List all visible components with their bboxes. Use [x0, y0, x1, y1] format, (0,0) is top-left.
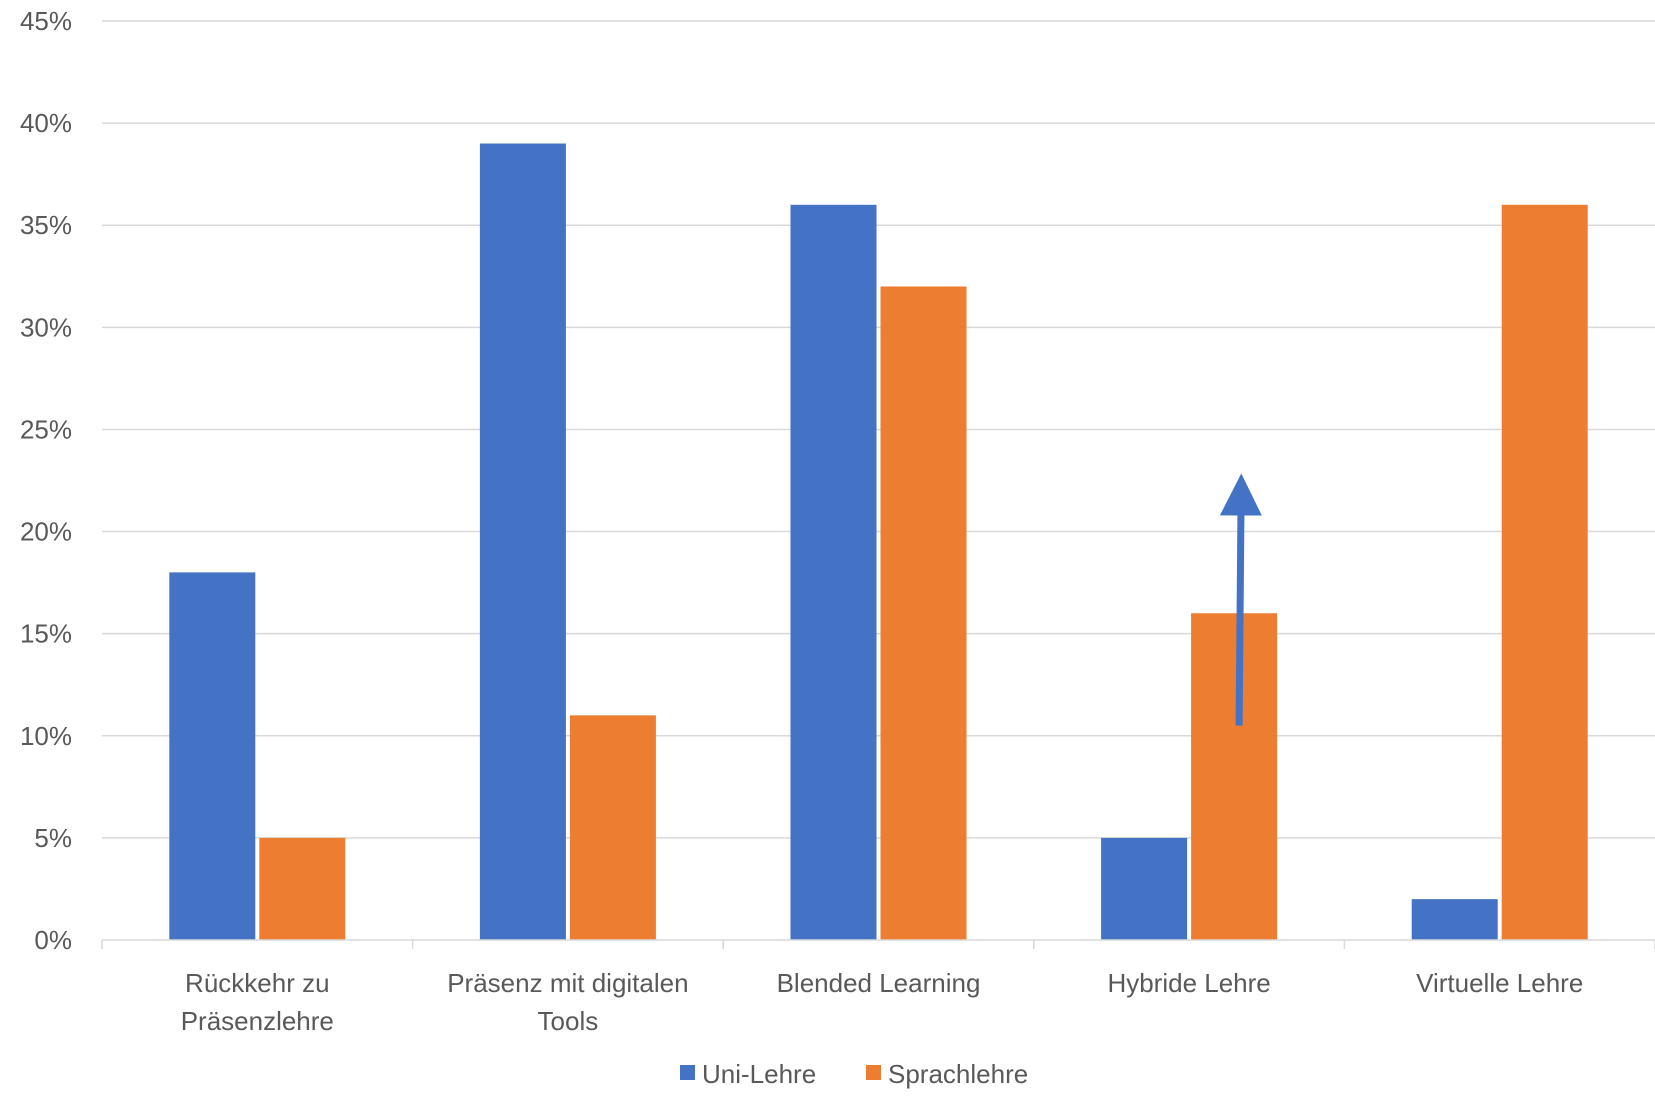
- legend-label: Uni-Lehre: [702, 1059, 816, 1089]
- y-tick-label: 35%: [20, 210, 72, 240]
- annotations: [1219, 473, 1262, 726]
- bar-uni-lehre-3: [1101, 837, 1188, 940]
- bar-sprachlehre-4: [1501, 204, 1588, 941]
- bar-uni-lehre-1: [479, 143, 566, 941]
- y-tick-label: 30%: [20, 312, 72, 342]
- legend: Uni-Lehre Sprachlehre: [680, 1059, 1028, 1089]
- x-tick-label: Hybride Lehre: [1107, 968, 1270, 998]
- bar-sprachlehre-0: [259, 837, 346, 940]
- y-tick-label: 20%: [20, 517, 72, 547]
- bar-sprachlehre-3: [1191, 613, 1278, 940]
- annotation-arrow: [1219, 473, 1262, 726]
- gridlines: [102, 20, 1655, 839]
- x-tick-label: Blended Learning: [777, 968, 981, 998]
- y-tick-label: 25%: [20, 414, 72, 444]
- legend-label: Sprachlehre: [888, 1059, 1028, 1089]
- x-tick-label: Tools: [538, 1006, 599, 1036]
- bar-uni-lehre-4: [1411, 899, 1498, 940]
- bars: [169, 143, 1588, 941]
- x-tick-label: Rückkehr zu: [185, 968, 330, 998]
- x-tick-label: Präsenzlehre: [181, 1006, 334, 1036]
- bar-uni-lehre-2: [790, 204, 877, 941]
- x-tick-label: Präsenz mit digitalen: [447, 968, 688, 998]
- y-tick-label: 10%: [20, 721, 72, 751]
- bar-sprachlehre-2: [880, 286, 967, 940]
- y-tick-label: 40%: [20, 108, 72, 138]
- legend-swatch-sprachlehre: [866, 1065, 881, 1080]
- y-tick-label: 0%: [34, 925, 72, 955]
- bar-uni-lehre-0: [169, 572, 256, 940]
- x-axis: [101, 939, 1655, 949]
- y-axis-tick-labels: 0% 5% 10% 15% 20% 25% 30% 35% 40% 45%: [20, 6, 72, 955]
- x-axis-tick-labels: Rückkehr zu Präsenzlehre Präsenz mit digit…: [181, 968, 1584, 1036]
- x-tick-label: Virtuelle Lehre: [1416, 968, 1583, 998]
- bar-sprachlehre-1: [569, 715, 656, 940]
- y-tick-label: 5%: [34, 823, 72, 853]
- y-tick-label: 15%: [20, 619, 72, 649]
- y-tick-label: 45%: [20, 6, 72, 36]
- legend-swatch-uni-lehre: [680, 1065, 695, 1080]
